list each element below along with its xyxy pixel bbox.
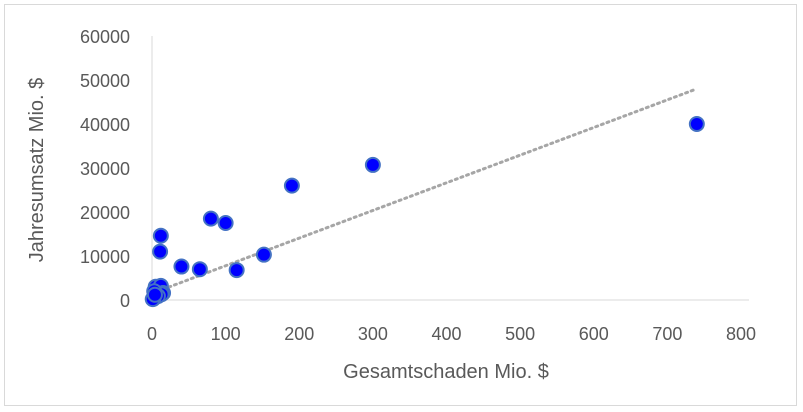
data-point xyxy=(688,116,705,132)
y-tick-label: 30000 xyxy=(80,159,130,179)
y-tick-label: 20000 xyxy=(80,203,130,223)
x-axis-title: Gesamtschaden Mio. $ xyxy=(343,361,549,383)
trendline xyxy=(150,87,699,295)
data-point xyxy=(283,177,300,194)
data-point xyxy=(152,227,169,244)
x-tick-label: 0 xyxy=(147,324,157,344)
data-point xyxy=(191,261,208,278)
data-point xyxy=(228,262,245,279)
data-point xyxy=(202,210,219,227)
data-point xyxy=(152,243,169,260)
x-tick-label: 100 xyxy=(211,324,241,344)
x-tick-label: 500 xyxy=(505,324,535,344)
y-tick-label: 10000 xyxy=(80,247,130,267)
data-point xyxy=(217,215,234,231)
y-tick-label: 0 xyxy=(120,291,130,311)
data-point xyxy=(255,246,272,263)
y-tick-label: 40000 xyxy=(80,115,130,135)
data-point xyxy=(146,286,163,303)
x-tick-label: 400 xyxy=(431,324,461,344)
y-tick-label: 60000 xyxy=(80,27,130,47)
data-point xyxy=(364,156,381,173)
x-tick-label: 700 xyxy=(652,324,682,344)
x-tick-label: 800 xyxy=(726,324,756,344)
y-axis-title: Jahresumsatz Mio. $ xyxy=(26,78,48,263)
x-tick-label: 600 xyxy=(579,324,609,344)
chart-frame xyxy=(4,4,797,406)
x-tick-label: 200 xyxy=(284,324,314,344)
data-point xyxy=(173,258,190,275)
y-tick-label: 50000 xyxy=(80,71,130,91)
x-tick-label: 300 xyxy=(358,324,388,344)
